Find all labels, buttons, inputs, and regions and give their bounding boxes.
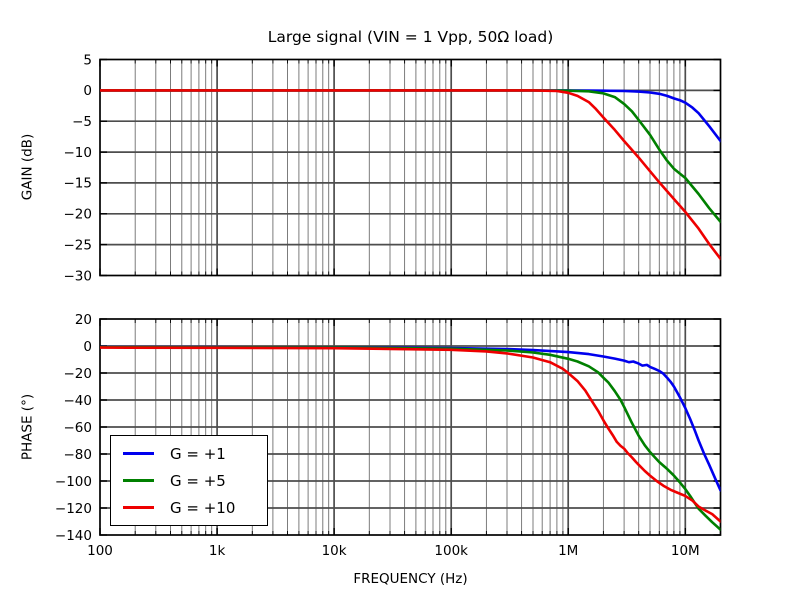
svg-text:−80: −80 (64, 447, 93, 463)
legend-label: G = +10 (170, 498, 236, 517)
svg-text:10k: 10k (322, 543, 347, 559)
legend: G = +1 G = +5 G = +10 (110, 435, 268, 526)
svg-text:−20: −20 (64, 366, 93, 382)
svg-text:−100: −100 (55, 474, 92, 490)
phase-axis-label: PHASE (°) (19, 393, 36, 461)
legend-item-g-plus-1: G = +1 (111, 440, 267, 467)
svg-text:10M: 10M (671, 543, 700, 559)
legend-line-icon (123, 452, 154, 455)
legend-item-g-plus-10: G = +10 (111, 494, 267, 521)
legend-item-g-plus-5: G = +5 (111, 467, 267, 494)
svg-text:−20: −20 (64, 207, 93, 223)
svg-text:100: 100 (87, 543, 113, 559)
svg-text:−120: −120 (55, 501, 92, 517)
svg-text:−40: −40 (64, 393, 93, 409)
frequency-axis-label: FREQUENCY (Hz) (353, 571, 468, 587)
svg-text:1M: 1M (558, 543, 578, 559)
legend-line-icon (123, 479, 154, 482)
svg-text:−5: −5 (72, 114, 92, 130)
svg-text:100k: 100k (434, 543, 468, 559)
svg-text:1k: 1k (209, 543, 226, 559)
chart-title: Large signal (VIN = 1 Vpp, 50Ω load) (267, 28, 554, 46)
legend-label: G = +1 (170, 444, 226, 463)
svg-text:0: 0 (83, 339, 92, 355)
svg-text:−140: −140 (55, 528, 92, 544)
svg-text:−30: −30 (64, 268, 93, 284)
legend-line-icon (123, 506, 154, 509)
svg-text:−10: −10 (64, 145, 93, 161)
svg-text:20: 20 (75, 312, 92, 328)
svg-text:−15: −15 (64, 176, 93, 192)
svg-text:−25: −25 (64, 237, 93, 253)
legend-label: G = +5 (170, 471, 226, 490)
gain-axis-label: GAIN (dB) (19, 133, 36, 201)
svg-text:5: 5 (83, 52, 92, 68)
svg-text:−60: −60 (64, 420, 93, 436)
svg-text:0: 0 (83, 83, 92, 99)
